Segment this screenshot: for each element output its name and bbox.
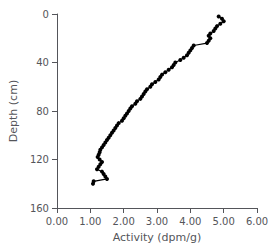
svg-text:4.00: 4.00 (179, 216, 201, 227)
svg-text:6.00: 6.00 (246, 216, 268, 227)
svg-text:80: 80 (36, 106, 49, 117)
svg-text:5.00: 5.00 (213, 216, 235, 227)
svg-text:160: 160 (30, 203, 49, 214)
svg-text:1.00: 1.00 (79, 216, 101, 227)
svg-text:0.00: 0.00 (46, 216, 68, 227)
svg-text:120: 120 (30, 154, 49, 165)
svg-text:40: 40 (36, 57, 49, 68)
svg-text:3.00: 3.00 (146, 216, 168, 227)
svg-text:Activity (dpm/g): Activity (dpm/g) (113, 231, 202, 244)
svg-text:2.00: 2.00 (113, 216, 135, 227)
svg-text:0: 0 (43, 9, 49, 20)
svg-text:Depth (cm): Depth (cm) (7, 80, 20, 142)
